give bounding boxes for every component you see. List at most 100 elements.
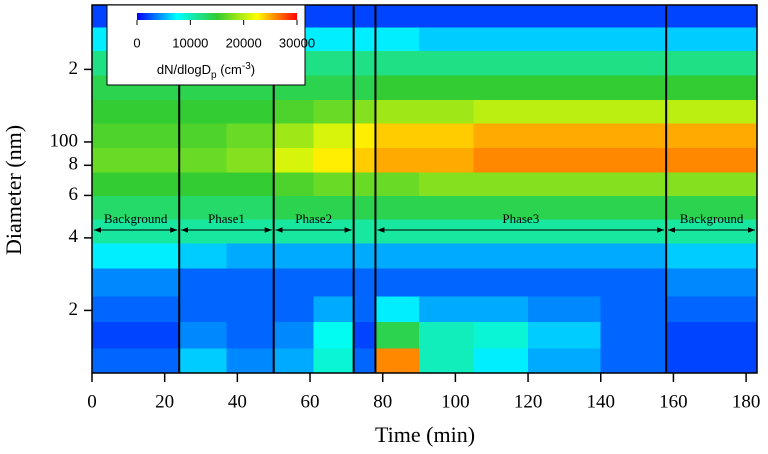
- heatmap-cell: [528, 99, 602, 124]
- heatmap-cell: [666, 347, 711, 374]
- heatmap-cell: [473, 295, 529, 322]
- heatmap-cell: [473, 147, 529, 173]
- heatmap-cell: [313, 172, 355, 196]
- heatmap-cell: [92, 172, 137, 196]
- heatmap-cell: [135, 267, 180, 297]
- y-tick-label: 2: [69, 299, 79, 320]
- heatmap-cell: [473, 321, 529, 349]
- heatmap-cell: [353, 347, 376, 374]
- heatmap-cell: [666, 74, 711, 101]
- y-tick-label: 6: [69, 184, 79, 205]
- heatmap-cell: [419, 99, 475, 124]
- heatmap-cell: [353, 267, 376, 297]
- heatmap-cell: [135, 122, 180, 148]
- heatmap-cell: [666, 321, 711, 349]
- heatmap-cell: [179, 295, 227, 322]
- heatmap-cell: [528, 195, 602, 220]
- colorbar: [137, 13, 297, 20]
- heatmap-cell: [666, 26, 711, 51]
- heatmap-cell: [419, 321, 475, 349]
- heatmap-cell: [473, 172, 529, 196]
- heatmap-cell: [353, 218, 376, 244]
- heatmap-cell: [135, 243, 180, 269]
- colorbar-label-part: ): [251, 62, 255, 77]
- heatmap-cell: [226, 147, 275, 173]
- heatmap-cell: [375, 172, 420, 196]
- heatmap-cell: [353, 50, 376, 76]
- heatmap-cell: [600, 74, 667, 101]
- colorbar-label-part: dN/dlogD: [157, 62, 211, 77]
- heatmap-cell: [135, 321, 180, 349]
- heatmap-cell: [313, 347, 355, 374]
- heatmap-cell: [226, 122, 275, 148]
- heatmap-cell: [419, 172, 475, 196]
- heatmap-cell: [226, 195, 275, 220]
- heatmap-cell: [375, 218, 420, 244]
- heatmap-cell: [375, 147, 420, 173]
- heatmap-cell: [600, 172, 667, 196]
- heatmap-cell: [179, 267, 227, 297]
- colorbar-tick-label: 0: [133, 35, 140, 50]
- heatmap-cell: [92, 122, 137, 148]
- colorbar-tick-label: 10000: [172, 35, 208, 50]
- heatmap-cell: [353, 295, 376, 322]
- heatmap-cell: [353, 172, 376, 196]
- heatmap-cell: [375, 74, 420, 101]
- heatmap-cell: [273, 147, 315, 173]
- heatmap-cell: [709, 99, 758, 124]
- heatmap-cell: [375, 5, 420, 28]
- heatmap-cell: [313, 147, 355, 173]
- heatmap-cell: [273, 122, 315, 148]
- heatmap-cell: [375, 26, 420, 51]
- heatmap-cell: [92, 243, 137, 269]
- heatmap-cell: [273, 321, 315, 349]
- x-tick-label: 140: [586, 391, 615, 412]
- heatmap-cell: [600, 218, 667, 244]
- heatmap-cell: [273, 267, 315, 297]
- heatmap-cell: [709, 172, 758, 196]
- heatmap-cell: [313, 50, 355, 76]
- heatmap-cell: [528, 5, 602, 28]
- heatmap-cell: [419, 74, 475, 101]
- x-axis-title: Time (min): [375, 422, 475, 447]
- heatmap-cell: [709, 147, 758, 173]
- heatmap-cell: [135, 147, 180, 173]
- heatmap-cell: [92, 267, 137, 297]
- x-tick-label: 20: [155, 391, 174, 412]
- heatmap-cell: [135, 195, 180, 220]
- colorbar-label-part: p: [211, 70, 217, 81]
- phase-label: Phase3: [502, 211, 539, 226]
- heatmap-cell: [528, 347, 602, 374]
- heatmap-cell: [313, 195, 355, 220]
- heatmap-cell: [313, 74, 355, 101]
- heatmap-cell: [353, 26, 376, 51]
- heatmap-cell: [419, 218, 475, 244]
- heatmap-cell: [353, 122, 376, 148]
- colorbar-label-part: -3: [242, 61, 251, 72]
- heatmap-cell: [313, 26, 355, 51]
- heatmap-cell: [528, 321, 602, 349]
- x-tick-label: 80: [373, 391, 392, 412]
- heatmap-cell: [600, 50, 667, 76]
- heatmap-cell: [600, 99, 667, 124]
- y-axis-title: Diameter (nm): [1, 125, 26, 255]
- heatmap-cell: [226, 295, 275, 322]
- heatmap-cell: [600, 195, 667, 220]
- heatmap-cell: [92, 99, 137, 124]
- heatmap-cell: [179, 321, 227, 349]
- heatmap-cell: [353, 99, 376, 124]
- heatmap-cell: [600, 122, 667, 148]
- heatmap-cell: [179, 99, 227, 124]
- heatmap-cell: [419, 347, 475, 374]
- heatmap-cell: [226, 172, 275, 196]
- colorbar-tick-label: 20000: [226, 35, 262, 50]
- heatmap-cell: [528, 295, 602, 322]
- heatmap-cell: [273, 295, 315, 322]
- x-tick-label: 100: [441, 391, 470, 412]
- heatmap-cell: [709, 347, 758, 374]
- heatmap-cell: [528, 267, 602, 297]
- heatmap-cell: [135, 295, 180, 322]
- heatmap-cell: [709, 122, 758, 148]
- heatmap-cell: [273, 347, 315, 374]
